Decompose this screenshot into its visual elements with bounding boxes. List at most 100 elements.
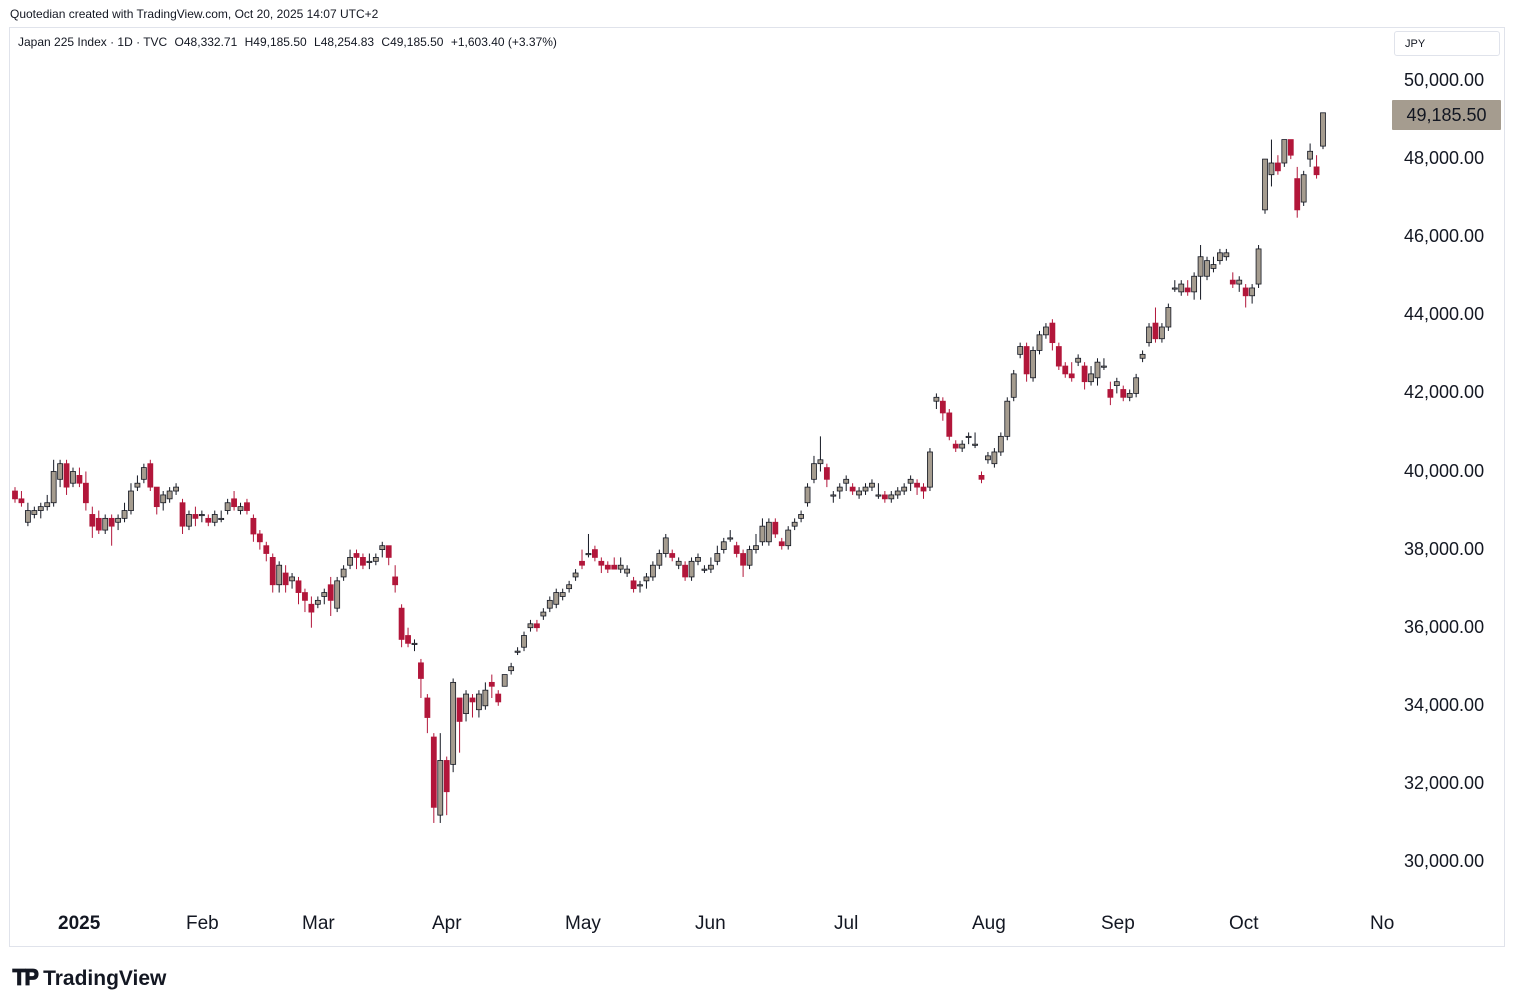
candle-body [946, 412, 953, 437]
candle [579, 549, 585, 570]
candle-body [862, 486, 869, 492]
candle-body [1133, 377, 1140, 394]
candle [1307, 143, 1314, 167]
candle [869, 479, 875, 492]
candle-body [978, 475, 985, 480]
candle [1075, 354, 1082, 367]
candle [1107, 381, 1114, 406]
candle-body [830, 494, 837, 497]
candle-body [939, 400, 946, 414]
candle-body [1055, 346, 1062, 367]
candle-body [134, 482, 141, 488]
currency-selector[interactable]: JPY [1394, 31, 1500, 56]
candle [1320, 112, 1326, 150]
candle [798, 510, 804, 523]
candle-body [791, 521, 798, 527]
candle-body [611, 564, 618, 570]
candle-body [888, 494, 895, 500]
candle-body [495, 693, 502, 703]
candle [153, 486, 160, 515]
y-tick-label: 48,000.00 [1404, 148, 1485, 169]
candle [1217, 248, 1223, 265]
candle-body [907, 478, 914, 484]
candle [237, 502, 244, 515]
candle [675, 557, 682, 570]
candle [907, 475, 914, 492]
candle [849, 483, 856, 495]
candle-body [1081, 365, 1088, 383]
candle [57, 459, 64, 488]
candle-body [463, 693, 469, 715]
candle [791, 518, 798, 531]
x-tick-label: Mar [302, 913, 335, 934]
candle-body [173, 486, 179, 492]
candle-body [1249, 287, 1256, 297]
candle [385, 545, 392, 566]
candle-body [186, 514, 192, 527]
candle [37, 502, 44, 519]
candle-body [695, 557, 701, 562]
candle-body [1049, 322, 1056, 344]
candle [70, 467, 76, 488]
candle [1165, 303, 1172, 331]
y-tick-label: 32,000.00 [1404, 772, 1485, 793]
symbol-legend: Japan 225 Index · 1D · TVC O48,332.71 H4… [18, 35, 561, 49]
candle-body [411, 642, 418, 645]
candle [424, 694, 431, 734]
candle-body [340, 568, 347, 578]
candle [1294, 166, 1301, 218]
candle-body [179, 502, 186, 527]
candle-body [540, 611, 547, 617]
candle-body [1307, 150, 1314, 160]
candle [991, 448, 998, 468]
candle-body [1204, 260, 1210, 277]
candle [224, 498, 231, 515]
x-tick-label: 2025 [58, 913, 101, 934]
candle [1191, 272, 1198, 300]
candle [44, 494, 51, 511]
candle-body [856, 490, 862, 496]
legend-symbol[interactable]: Japan 225 Index · 1D · TVC [18, 35, 168, 49]
candle [1126, 389, 1133, 402]
candle-body [89, 514, 96, 527]
candle [205, 514, 212, 527]
candle [411, 639, 418, 652]
candle-body [914, 482, 920, 488]
candle-body [482, 689, 489, 707]
candle-body [276, 564, 283, 586]
candle-body [553, 592, 560, 605]
candle [753, 533, 759, 554]
candle-body [1171, 287, 1178, 290]
candle-body [347, 557, 353, 566]
candle [347, 549, 353, 570]
candle-body [321, 592, 328, 597]
candle [1229, 272, 1236, 288]
candle [611, 557, 618, 570]
candle-body [1062, 365, 1069, 375]
candle [501, 674, 508, 687]
candle-body [682, 564, 689, 578]
candle-body [843, 478, 850, 484]
candle [785, 526, 792, 550]
candle-body [1184, 287, 1191, 293]
candle-body [282, 572, 289, 586]
candle-body [991, 451, 998, 465]
legend-low: L48,254.83 [314, 35, 375, 49]
tradingview-logo[interactable]: 𝐓𝐏 TradingView [12, 965, 166, 991]
candle [115, 514, 121, 531]
candle [366, 553, 373, 570]
candle [1030, 346, 1036, 382]
candle [1036, 330, 1043, 355]
y-tick-label: 30,000.00 [1404, 851, 1485, 871]
candle-body [1223, 252, 1230, 258]
candle [637, 580, 643, 593]
candle [740, 549, 746, 577]
candle [811, 455, 817, 484]
candle-body [997, 435, 1004, 453]
x-tick-label: Jun [695, 913, 726, 934]
candle [95, 510, 102, 534]
candle-body [1152, 322, 1159, 340]
candle-body [714, 553, 721, 562]
candle [856, 487, 862, 499]
